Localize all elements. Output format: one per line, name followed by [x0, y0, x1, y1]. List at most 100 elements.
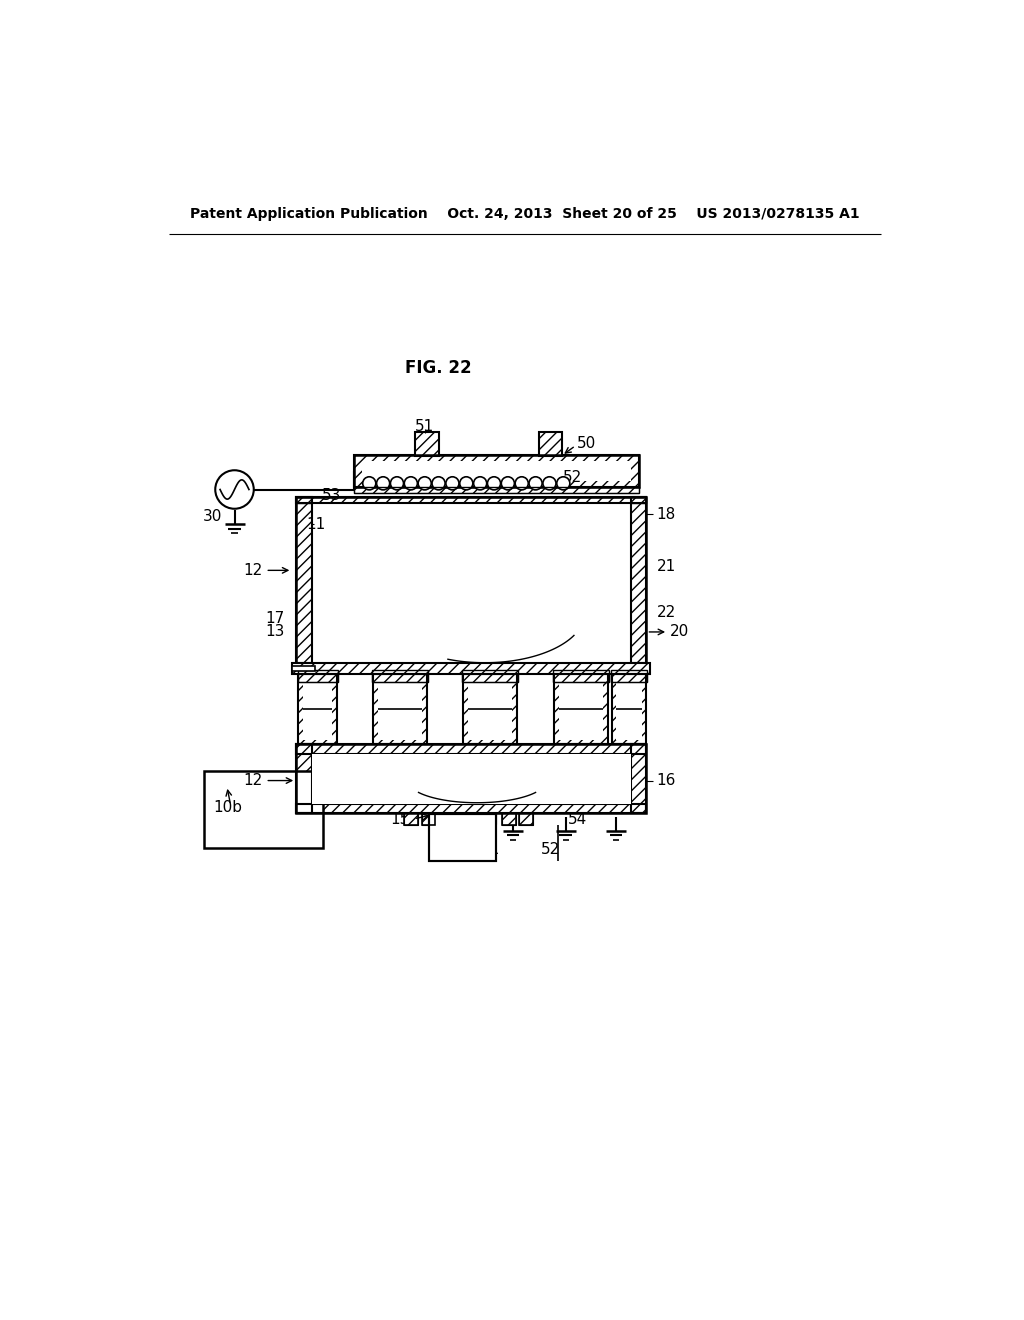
Bar	[296, 498, 311, 663]
Text: 10b: 10b	[214, 800, 243, 814]
Bar	[298, 675, 337, 743]
Text: 54: 54	[568, 812, 587, 826]
Circle shape	[473, 477, 486, 490]
Bar	[539, 432, 562, 457]
Text: 20: 20	[670, 624, 689, 639]
Bar	[553, 671, 608, 682]
Bar	[519, 813, 534, 825]
Bar	[416, 432, 438, 457]
Bar	[611, 671, 647, 682]
Bar	[204, 771, 323, 847]
Circle shape	[557, 477, 569, 490]
Bar	[468, 678, 512, 739]
Bar	[631, 743, 646, 813]
Bar	[616, 678, 642, 739]
Bar	[427, 675, 463, 743]
Circle shape	[404, 477, 418, 490]
Bar	[463, 675, 517, 743]
Bar	[403, 813, 418, 825]
Bar	[554, 675, 608, 743]
Text: 51: 51	[481, 842, 501, 858]
Bar	[403, 813, 418, 825]
Bar	[502, 813, 515, 825]
Bar	[298, 671, 338, 682]
Text: 17: 17	[265, 611, 285, 626]
Text: 12: 12	[244, 562, 263, 578]
Bar	[373, 671, 428, 682]
Bar	[519, 813, 534, 825]
Circle shape	[432, 477, 445, 490]
Bar	[292, 663, 650, 675]
Bar	[422, 813, 435, 825]
Bar	[539, 432, 562, 457]
Text: 50: 50	[578, 436, 596, 451]
Bar	[298, 675, 337, 743]
Bar	[378, 678, 422, 739]
Bar	[429, 814, 497, 861]
Bar	[463, 675, 517, 743]
Bar	[608, 675, 611, 743]
Bar	[298, 671, 338, 682]
Circle shape	[377, 477, 390, 490]
Text: Patent Application Publication    Oct. 24, 2013  Sheet 20 of 25    US 2013/02781: Patent Application Publication Oct. 24, …	[190, 207, 859, 220]
Text: 30: 30	[203, 510, 222, 524]
Bar	[296, 743, 646, 813]
Bar	[311, 503, 631, 663]
Bar	[311, 755, 631, 804]
Text: 22: 22	[656, 605, 676, 620]
Bar	[611, 671, 647, 682]
Bar	[611, 675, 646, 743]
Circle shape	[445, 477, 459, 490]
Bar	[631, 498, 646, 663]
Bar	[296, 804, 646, 813]
Bar	[296, 743, 311, 813]
Bar	[296, 743, 646, 755]
Bar	[463, 671, 518, 682]
Bar	[559, 678, 603, 739]
Bar	[553, 671, 608, 682]
Bar	[502, 813, 515, 825]
Bar	[337, 675, 373, 743]
Text: 21: 21	[656, 558, 676, 574]
Bar	[631, 498, 646, 663]
Bar	[463, 671, 518, 682]
Circle shape	[362, 477, 376, 490]
Text: 18: 18	[656, 507, 676, 521]
Bar	[296, 804, 646, 813]
Text: 16: 16	[656, 774, 676, 788]
Circle shape	[543, 477, 556, 490]
Bar	[296, 498, 646, 503]
Circle shape	[418, 477, 431, 490]
Circle shape	[515, 477, 528, 490]
Bar	[416, 432, 438, 457]
Bar	[422, 813, 435, 825]
Bar	[296, 498, 311, 663]
Text: FIG. 22: FIG. 22	[406, 359, 472, 376]
Text: 12: 12	[244, 774, 263, 788]
Bar	[292, 663, 650, 675]
Circle shape	[460, 477, 473, 490]
Bar	[296, 743, 646, 755]
Circle shape	[215, 470, 254, 508]
Bar	[373, 675, 427, 743]
Bar	[611, 675, 646, 743]
Circle shape	[390, 477, 403, 490]
Bar	[361, 461, 631, 480]
Bar	[292, 665, 315, 671]
Text: 52: 52	[563, 470, 583, 486]
Text: 11: 11	[306, 516, 326, 532]
Bar	[429, 814, 497, 861]
Text: 13: 13	[265, 624, 285, 639]
Bar	[296, 498, 646, 503]
Bar	[354, 487, 639, 494]
Bar	[354, 487, 639, 494]
Text: 53: 53	[322, 488, 341, 503]
Bar	[517, 675, 554, 743]
Text: 51: 51	[415, 418, 434, 434]
Text: 52: 52	[541, 842, 560, 858]
Bar	[554, 675, 608, 743]
Bar	[303, 678, 333, 739]
Circle shape	[502, 477, 514, 490]
Circle shape	[487, 477, 501, 490]
Bar	[373, 671, 428, 682]
